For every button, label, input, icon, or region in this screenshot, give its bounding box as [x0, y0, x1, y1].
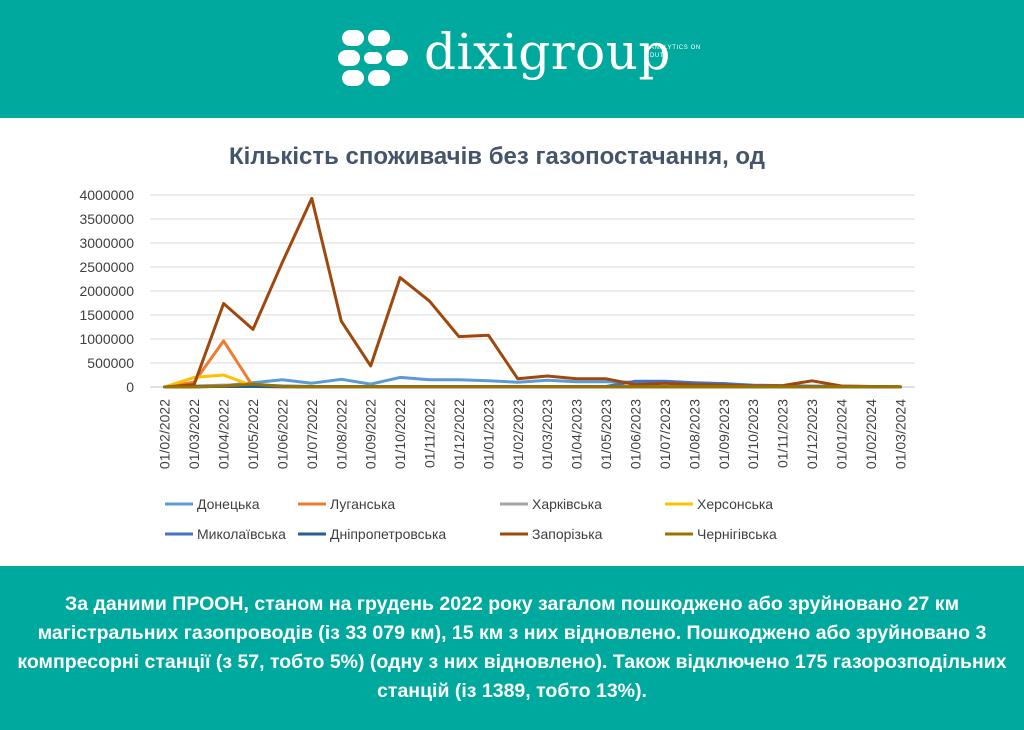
legend-label: Херсонська [697, 496, 773, 512]
chart-container: Кількість споживачів без газопостачання,… [0, 118, 1024, 566]
y-tick-label: 4000000 [79, 187, 134, 203]
y-tick-label: 1500000 [79, 307, 134, 323]
line-chart: Кількість споживачів без газопостачання,… [79, 143, 915, 542]
x-tick-label: 01/04/2023 [569, 399, 585, 469]
legend-label: Донецька [197, 496, 260, 512]
x-tick-label: 01/01/2023 [480, 399, 496, 469]
header-banner: dixigroup ANALYTICS ON DUTY [0, 0, 1024, 118]
legend-label: Запорізька [532, 526, 603, 542]
series-line-7 [163, 382, 902, 389]
logo-wordmark: dixigroup [424, 23, 671, 81]
x-tick-label: 01/10/2023 [745, 399, 761, 469]
legend-label: Харківська [532, 496, 602, 512]
x-tick-label: 01/02/2024 [863, 399, 879, 469]
legend-label: Миколаївська [197, 526, 286, 542]
x-tick-label: 01/06/2023 [627, 399, 643, 469]
y-tick-label: 500000 [87, 355, 134, 371]
logo-tagline: ANALYTICS ON DUTY [650, 45, 701, 59]
x-tick-label: 01/01/2024 [833, 399, 849, 469]
x-tick-label: 01/06/2022 [274, 399, 290, 469]
y-tick-label: 0 [126, 379, 134, 395]
x-tick-label: 01/07/2022 [304, 399, 320, 469]
series-line-6 [163, 196, 902, 389]
legend-label: Дніпропетровська [330, 526, 446, 542]
x-tick-label: 01/09/2022 [363, 399, 379, 469]
chart-title: Кількість споживачів без газопостачання,… [229, 143, 765, 170]
x-tick-label: 01/11/2023 [775, 399, 791, 468]
y-tick-label: 3500000 [79, 211, 134, 227]
x-tick-label: 01/09/2023 [716, 399, 732, 469]
y-tick-label: 3000000 [79, 235, 134, 251]
x-tick-label: 01/07/2023 [657, 399, 673, 469]
y-tick-label: 2500000 [79, 259, 134, 275]
legend-label: Луганська [330, 496, 395, 512]
dixigroup-logo-icon [338, 30, 408, 86]
y-tick-label: 2000000 [79, 283, 134, 299]
x-tick-label: 01/03/2024 [892, 399, 908, 469]
x-tick-label: 01/03/2023 [539, 399, 555, 469]
legend-label: Чернігівська [697, 526, 777, 542]
y-tick-label: 1000000 [79, 331, 134, 347]
x-tick-label: 01/02/2023 [510, 399, 526, 469]
x-tick-label: 01/10/2022 [392, 399, 408, 469]
footer-note: За даними ПРООН, станом на грудень 2022 … [17, 593, 1007, 702]
x-tick-label: 01/03/2022 [186, 399, 202, 469]
x-tick-label: 01/02/2022 [157, 399, 173, 469]
footer-banner: За даними ПРООН, станом на грудень 2022 … [0, 566, 1024, 730]
x-tick-label: 01/08/2023 [686, 399, 702, 469]
x-tick-label: 01/05/2022 [245, 399, 261, 469]
x-tick-label: 01/12/2022 [451, 399, 467, 469]
x-tick-label: 01/11/2022 [422, 399, 438, 468]
x-tick-label: 01/05/2023 [598, 399, 614, 469]
x-tick-label: 01/04/2022 [216, 399, 232, 469]
x-tick-label: 01/12/2023 [804, 399, 820, 469]
x-tick-label: 01/08/2022 [333, 399, 349, 469]
